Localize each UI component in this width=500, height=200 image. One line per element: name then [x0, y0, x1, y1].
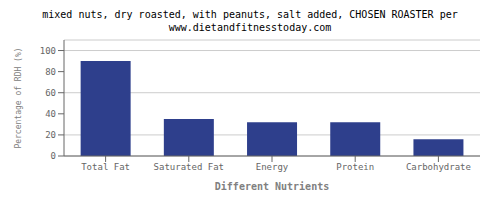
svg-text:40: 40 [45, 109, 56, 119]
svg-text:Saturated Fat: Saturated Fat [154, 162, 224, 172]
svg-text:Energy: Energy [256, 162, 289, 172]
svg-text:80: 80 [45, 67, 56, 77]
svg-text:Total Fat: Total Fat [81, 162, 130, 172]
svg-text:Different Nutrients: Different Nutrients [215, 181, 329, 192]
svg-text:20: 20 [45, 130, 56, 140]
svg-text:Protein: Protein [336, 162, 374, 172]
svg-text:0: 0 [51, 151, 56, 161]
html-text:www.dietandfitnesstoday.com: www.dietandfitnesstoday.com [168, 22, 332, 33]
svg-text:Percentage of RDH (%): Percentage of RDH (%) [14, 47, 23, 148]
svg-text:100: 100 [40, 46, 56, 56]
html-text:mixed nuts, dry roasted, with: mixed nuts, dry roasted, with peanuts, s… [42, 9, 458, 20]
svg-text:60: 60 [45, 88, 56, 98]
svg-text:Carbohydrate: Carbohydrate [406, 162, 471, 172]
